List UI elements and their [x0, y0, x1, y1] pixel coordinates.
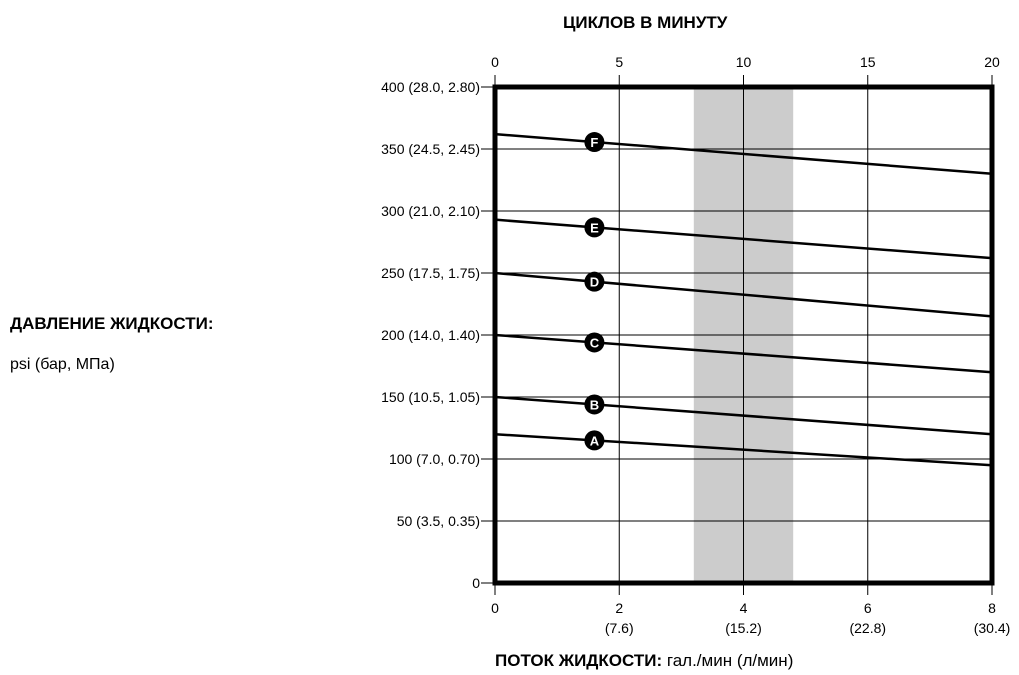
series-label-a: A — [590, 433, 600, 448]
series-marker-e — [584, 217, 605, 238]
top-tick-label: 5 — [615, 54, 623, 70]
y-tick-label: 300 (21.0, 2.10) — [381, 203, 480, 219]
x-tick-label: 2 — [615, 600, 623, 616]
y-tick-label: 100 (7.0, 0.70) — [389, 451, 480, 467]
series-line-c — [494, 333, 993, 374]
series-line-f — [494, 132, 993, 176]
series-line-e — [494, 218, 993, 260]
top-tick-layer: 0 5 10 15 20 — [491, 54, 1000, 87]
y-tick-label: 350 (24.5, 2.45) — [381, 141, 480, 157]
series-line-b — [494, 395, 993, 436]
top-axis-title: ЦИКЛОВ В МИНУТУ — [563, 13, 728, 32]
x-axis-title: ПОТОК ЖИДКОСТИ: — [495, 651, 663, 670]
top-tick-label: 0 — [491, 54, 499, 70]
series-marker-d — [584, 271, 605, 292]
y-tick-label: 250 (17.5, 1.75) — [381, 265, 480, 281]
x-tick-label: 4 — [740, 600, 748, 616]
series-label-c: C — [590, 335, 600, 350]
y-tick-layer: 0 50 (3.5, 0.35) 100 (7.0, 0.70) 150 (10.5,… — [381, 79, 495, 591]
x-axis-unit: гал./мин (л/мин) — [666, 651, 794, 670]
y-tick-label: 200 (14.0, 1.40) — [381, 327, 480, 343]
y-tick-label: 400 (28.0, 2.80) — [381, 79, 480, 95]
top-tick-label: 15 — [860, 54, 876, 70]
y-tick-label: 0 — [472, 575, 480, 591]
y-axis-unit: psi (бар, МПа) — [10, 356, 115, 373]
series-marker-f — [584, 132, 605, 153]
grid-layer — [495, 87, 992, 583]
top-tick-label: 10 — [736, 54, 752, 70]
series-marker-a — [584, 430, 605, 451]
series-line-a — [494, 432, 993, 467]
y-axis-title: ДАВЛЕНИЕ ЖИДКОСТИ: — [10, 314, 214, 333]
series-layer — [494, 132, 993, 467]
y-tick-label: 50 (3.5, 0.35) — [397, 513, 480, 529]
series-label-e: E — [590, 220, 599, 235]
x-tick-label: 8 — [988, 600, 996, 616]
x-tick-sublabel: (30.4) — [974, 620, 1011, 636]
x-tick-layer: 0 2 (7.6) 4 (15.2) 6 (22.8) 8 (30.4) — [491, 583, 1010, 636]
series-marker-c — [584, 332, 605, 353]
series-label-d: D — [590, 275, 599, 290]
series-line-d — [494, 271, 993, 318]
series-label-b: B — [590, 397, 599, 412]
x-tick-label: 0 — [491, 600, 499, 616]
x-tick-sublabel: (7.6) — [605, 620, 634, 636]
x-tick-sublabel: (22.8) — [849, 620, 886, 636]
top-tick-label: 20 — [984, 54, 1000, 70]
marker-layer: A B C D E F — [584, 132, 605, 451]
y-tick-label: 150 (10.5, 1.05) — [381, 389, 480, 405]
x-tick-sublabel: (15.2) — [725, 620, 762, 636]
series-label-f: F — [590, 135, 598, 150]
series-marker-b — [584, 394, 605, 415]
x-tick-label: 6 — [864, 600, 872, 616]
